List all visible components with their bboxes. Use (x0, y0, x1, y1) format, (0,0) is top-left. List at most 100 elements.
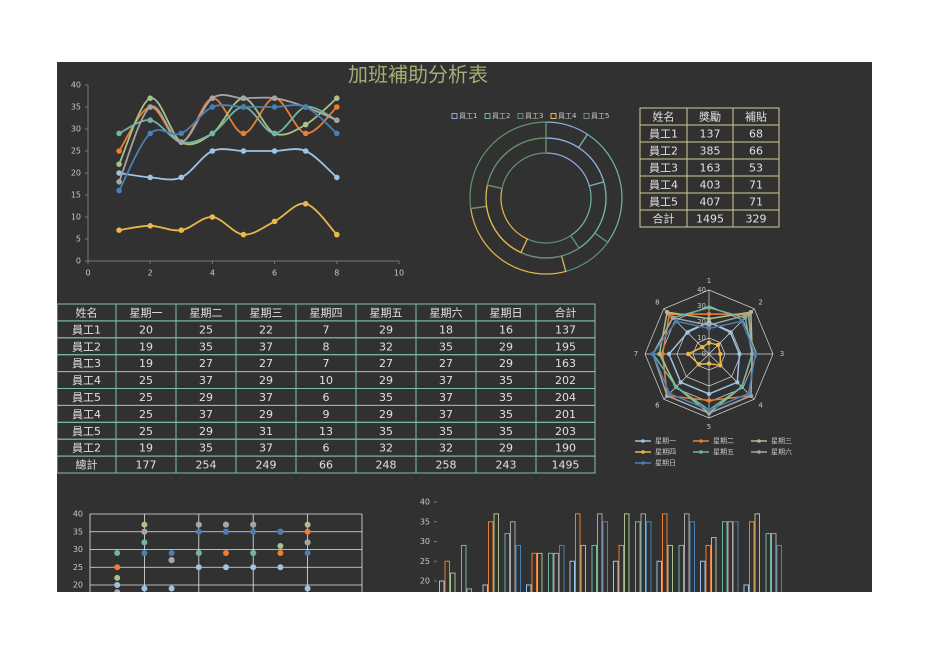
cell-text: 員工2 (649, 145, 678, 158)
cell-text: 星期五 (370, 306, 403, 319)
bar (613, 560, 619, 592)
point (195, 521, 202, 528)
axis-label: 5 (707, 423, 711, 431)
point (116, 170, 122, 176)
cell-text: 258 (436, 459, 457, 472)
legend-label: 星期五 (713, 448, 734, 456)
point (116, 130, 122, 137)
point (168, 585, 175, 592)
point (718, 351, 723, 357)
bar (575, 513, 581, 592)
y-tick-label: 0 (425, 656, 430, 662)
y-tick-label: 25 (71, 147, 81, 156)
point (240, 95, 247, 101)
cell-text: 35 (499, 425, 513, 438)
point (116, 187, 122, 194)
cell-text: 19 (139, 442, 153, 455)
cell-text: 29 (259, 374, 273, 387)
cell-text: 7 (323, 357, 330, 370)
point (657, 351, 662, 357)
r-tick-label: 30 (697, 302, 706, 310)
x-tick-label: 2 (148, 269, 153, 278)
bar (711, 537, 717, 592)
point (195, 550, 202, 557)
legend-label: 星期三 (771, 437, 792, 445)
y-tick-label: 15 (420, 596, 430, 605)
y-tick-label: 10 (73, 616, 83, 625)
point (664, 309, 670, 315)
bar (656, 560, 662, 592)
legend-label: 員工2 (492, 112, 510, 120)
point (678, 380, 683, 385)
cell-text: 員工4 (72, 408, 101, 421)
point (209, 130, 216, 137)
point (250, 528, 257, 535)
point (302, 201, 309, 207)
cell-text: 29 (499, 340, 513, 353)
cell-text: 員工1 (649, 128, 678, 141)
y-tick-label: 40 (71, 81, 81, 90)
cell-text: 37 (439, 391, 453, 404)
point (660, 351, 665, 357)
point (667, 391, 672, 396)
legend-swatch (550, 113, 557, 119)
point (250, 621, 256, 627)
legend-marker (699, 439, 703, 443)
y-tick-label: 20 (420, 577, 430, 586)
cell-text: 137 (700, 128, 721, 141)
cell-text: 35 (379, 391, 393, 404)
legend-label: 員工4 (558, 112, 577, 120)
bar (597, 513, 603, 592)
y-tick-label: 35 (73, 527, 83, 536)
point (706, 411, 712, 416)
point (209, 95, 216, 101)
bar (602, 521, 608, 592)
cell-text: 1495 (552, 459, 580, 472)
y-tick-label: 20 (71, 169, 81, 178)
cell-text: 53 (749, 162, 763, 175)
y-tick-label: 5 (425, 636, 430, 645)
bar (488, 521, 494, 592)
cell-text: 16 (499, 323, 513, 336)
cell-text: 254 (196, 459, 217, 472)
bar (510, 521, 516, 592)
cell-text: 20 (139, 323, 153, 336)
bar (526, 584, 532, 592)
cell-text: 25 (139, 391, 153, 404)
point (250, 564, 257, 571)
cell-text: 66 (319, 459, 333, 472)
bar (700, 560, 706, 592)
bar (743, 584, 749, 592)
point (650, 351, 656, 357)
bar (461, 544, 467, 592)
y-tick-label: 0 (76, 257, 81, 266)
cell-text: 員工1 (72, 323, 101, 336)
cell-text: 6 (323, 391, 330, 404)
cell-text: 71 (749, 179, 763, 192)
y-tick-label: 30 (73, 545, 83, 554)
x-tick-label: 10 (394, 269, 404, 278)
cell-text: 27 (259, 357, 273, 370)
x-tick-label: 0 (85, 269, 90, 278)
x-tick-label: 8 (334, 269, 339, 278)
bar (771, 533, 777, 592)
cell-text: 403 (700, 179, 721, 192)
point (277, 528, 284, 535)
point (114, 596, 120, 602)
point (673, 318, 679, 324)
cell-text: 385 (700, 145, 721, 158)
spoke (708, 353, 755, 400)
cell-text: 37 (259, 340, 273, 353)
cell-text: 員工5 (72, 425, 101, 438)
legend-marker (699, 450, 703, 454)
cell-text: 1495 (696, 213, 724, 226)
cell-text: 27 (439, 357, 453, 370)
point (223, 564, 229, 571)
point (240, 130, 247, 137)
cell-text: 29 (379, 323, 393, 336)
point (240, 148, 247, 154)
cell-text: 25 (139, 408, 153, 421)
cell-text: 13 (319, 425, 333, 438)
legend-marker (757, 450, 761, 454)
